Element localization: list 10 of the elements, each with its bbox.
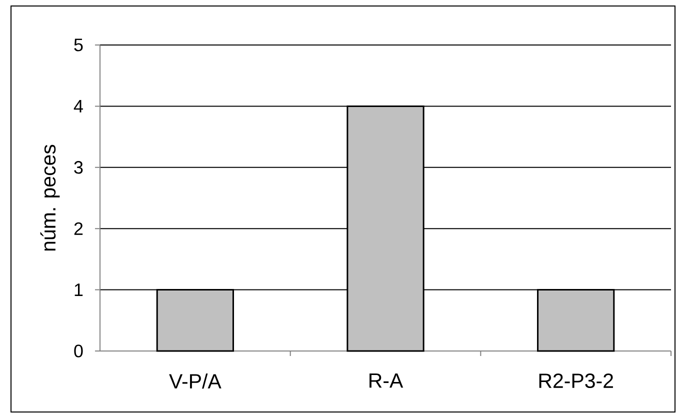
y-tick-label: 2 — [74, 222, 83, 235]
y-tick-label: 0 — [74, 344, 83, 358]
y-tick-label: 4 — [74, 100, 83, 112]
x-tick-label: R2-P3-2 — [539, 374, 613, 388]
y-tick-label: 5 — [74, 38, 83, 52]
x-tick-label: V-P/A — [169, 374, 222, 389]
y-axis-title: núm. peces — [40, 144, 60, 251]
y-tick-label: 1 — [74, 284, 83, 296]
y-tick-label: 3 — [74, 161, 83, 174]
x-tick-label: R-A — [370, 374, 404, 388]
